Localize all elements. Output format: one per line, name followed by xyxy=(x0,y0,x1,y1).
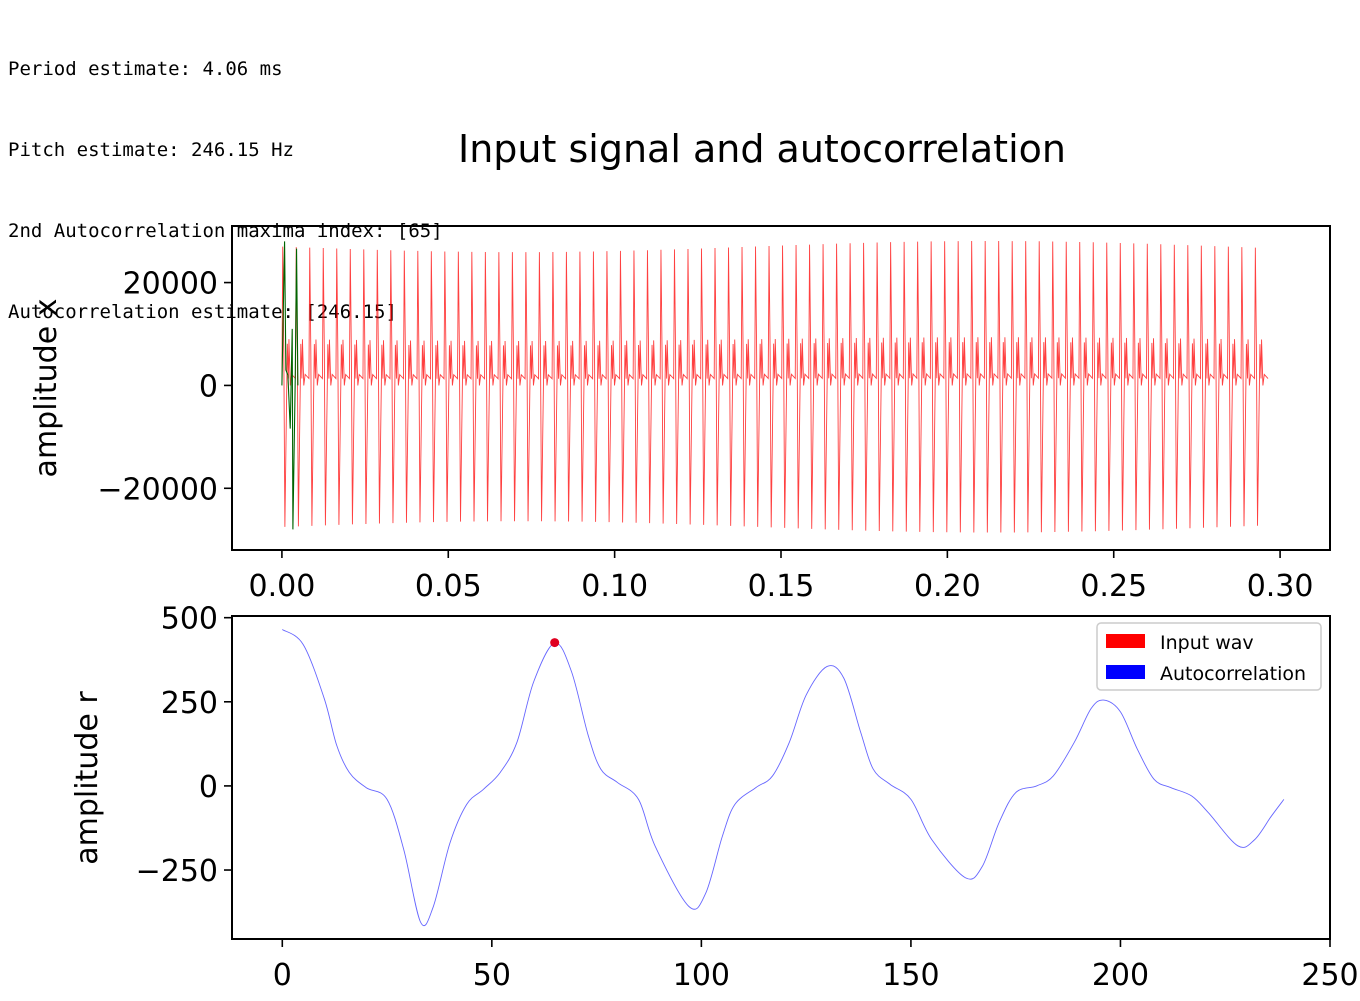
top-xtick-label: 0.25 xyxy=(1080,569,1147,604)
bottom-axes-frame xyxy=(231,615,1331,940)
legend: Input wav Autocorrelation xyxy=(1096,622,1322,691)
bottom-xtick-label: 150 xyxy=(882,958,939,993)
bottom-ytick-label: −250 xyxy=(136,854,218,889)
top-xtick-label: 0.20 xyxy=(914,569,981,604)
bottom-xtick-label: 250 xyxy=(1301,958,1358,993)
period-estimate-line: Period estimate: 4.06 ms xyxy=(8,58,283,80)
bottom-xtick-label: 50 xyxy=(473,958,511,993)
pitch-estimate-line: Pitch estimate: 246.15 Hz xyxy=(8,139,294,161)
top-xtick-label: 0.30 xyxy=(1247,569,1314,604)
bottom-axes: 0 50 100 150 200 250 −250 0 250 500 amplitude r I… xyxy=(70,602,1359,993)
bottom-ytick-label: 500 xyxy=(161,602,218,637)
bottom-xtick-label: 0 xyxy=(273,958,292,993)
bottom-ytick-label: 250 xyxy=(161,686,218,721)
autocorrelation-estimate-line: Autocorrelation estimate: [246.15] xyxy=(8,301,397,323)
legend-frame xyxy=(1096,622,1322,691)
figure-title: Input signal and autocorrelation xyxy=(458,127,1066,171)
top-axes: 0.00 0.05 0.10 0.15 0.20 0.25 0.30 −20000 0 20000… xyxy=(29,225,1331,604)
top-ytick-label: 20000 xyxy=(123,267,218,302)
bottom-xtick-label: 200 xyxy=(1092,958,1149,993)
autocorrelation-peak-marker xyxy=(550,638,560,648)
autocorrelation-line xyxy=(282,629,1285,927)
legend-label-input-wav: Input wav xyxy=(1160,632,1254,654)
top-ytick-label: −20000 xyxy=(97,472,218,507)
bottom-ytick-label: 0 xyxy=(199,770,218,805)
top-ylabel: amplitude x xyxy=(29,299,64,478)
top-xtick-label: 0.15 xyxy=(748,569,815,604)
bottom-xtick-label: 100 xyxy=(673,958,730,993)
top-ytick-label: 0 xyxy=(199,369,218,404)
top-xtick-label: 0.05 xyxy=(415,569,482,604)
input-wav-line xyxy=(281,241,1269,533)
signal-segment-line xyxy=(281,241,299,530)
bottom-ylabel: amplitude r xyxy=(70,691,105,865)
top-axes-frame xyxy=(231,225,1331,551)
legend-label-autocorrelation: Autocorrelation xyxy=(1160,663,1306,685)
top-xtick-label: 0.10 xyxy=(581,569,648,604)
top-xtick-label: 0.00 xyxy=(249,569,316,604)
legend-swatch-autocorrelation xyxy=(1106,665,1145,679)
legend-swatch-input-wav xyxy=(1106,634,1145,648)
